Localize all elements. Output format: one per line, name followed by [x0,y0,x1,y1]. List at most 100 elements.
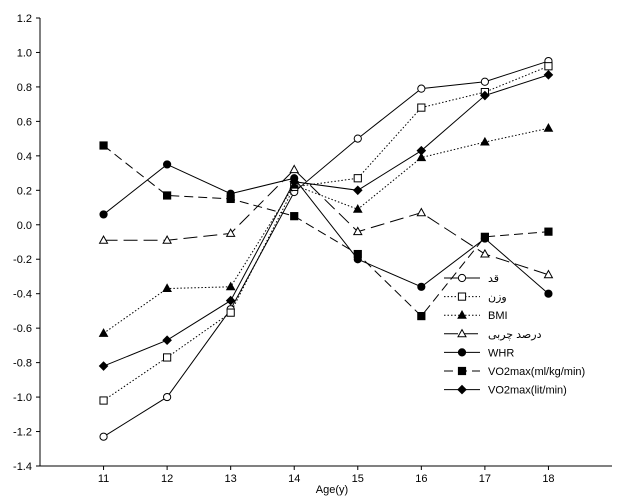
y-tick-label: -1.0 [13,392,32,404]
x-tick-label: 18 [542,473,554,485]
x-tick-label: 16 [415,473,427,485]
x-axis: 11 12 13 14 15 16 17 18 [98,466,555,485]
series-line [103,74,549,367]
legend-marker [457,384,467,395]
data-point [163,353,172,362]
data-point [543,70,554,80]
y-tick-label: 0.2 [17,185,32,197]
legend-label: قد [488,273,499,285]
legend-item: قد [444,273,499,285]
data-point [417,311,426,321]
data-point [225,281,236,291]
data-point [99,432,108,441]
data-point [543,269,554,279]
data-point [162,235,172,244]
series-7 [98,70,554,371]
legend-label: وزن [488,292,507,304]
y-tick-label: -1.2 [13,427,32,439]
data-point [162,283,172,293]
series-line [103,145,549,317]
data-point [99,210,108,219]
data-point [352,204,363,213]
data-point [480,136,490,146]
legend-item: درصد چربی [444,328,542,341]
data-point [163,392,172,402]
data-point [416,152,427,162]
data-point [163,160,172,169]
data-point [162,335,172,346]
data-point [353,134,362,143]
legend-marker [457,366,467,376]
y-tick-label: -1.4 [13,461,32,473]
y-tick-label: 0.6 [17,116,32,128]
data-point [544,289,553,298]
data-point [163,191,172,200]
data-point [480,90,490,101]
x-tick-label: 17 [479,473,491,485]
data-point [353,249,362,259]
y-tick-label: -0.4 [13,289,32,301]
data-point [480,248,490,258]
x-tick-label: 13 [225,473,237,485]
series-line [103,163,549,295]
series-line [103,127,549,334]
series-5 [99,160,553,298]
y-tick-label: 0.4 [17,151,32,163]
legend: قد وزن BMI درصد چربی WHR VO2max(ml/kg/min) VO2… [444,273,585,397]
data-point [417,282,426,291]
y-tick-label: 0.8 [17,82,32,94]
series-line [103,168,549,276]
legend-item: وزن [444,292,507,304]
series-3 [98,123,554,337]
data-point [98,235,109,244]
series-line [103,60,549,438]
y-axis: -1.4 -1.2 -1.0 -0.8 -0.6 -0.4 -0.2 0.0 0.2 0.4 0.6… [13,13,40,473]
y-tick-label: -0.8 [13,358,32,370]
legend-marker [457,273,467,283]
series-6 [99,141,553,321]
series-4 [98,164,554,279]
data-point [543,123,554,132]
x-axis-title: Age(y) [316,484,348,496]
data-point [98,328,109,337]
legend-label: VO2max(lit/min) [488,385,567,397]
data-point [352,226,363,236]
data-point [352,185,363,196]
data-point [416,207,427,217]
x-tick-label: 12 [161,473,173,485]
data-point [353,174,362,183]
legend-item: BMI [444,309,508,322]
data-point [98,361,109,371]
y-tick-label: -0.6 [13,323,32,335]
data-point [417,84,426,93]
x-tick-label: 11 [98,473,109,485]
legend-marker [457,292,467,301]
data-point [480,232,489,241]
data-point [226,194,235,204]
y-tick-label: 0.0 [17,220,32,232]
series-layer [98,56,554,441]
data-point [290,212,299,221]
legend-marker [457,348,467,357]
legend-marker [457,309,467,319]
series-1 [99,56,553,441]
x-tick-label: 15 [352,473,364,485]
data-point [99,396,108,405]
data-point [417,103,426,112]
legend-item: WHR [444,347,514,359]
data-point [289,164,300,174]
y-tick-label: -0.2 [13,254,32,266]
legend-marker [457,328,467,338]
legend-label: BMI [488,310,508,322]
legend-label: WHR [488,347,514,359]
data-point [544,227,553,236]
legend-label: VO2max(ml/kg/min) [488,366,585,378]
data-point [416,145,427,156]
legend-item: VO2max(lit/min) [444,385,567,397]
legend-item: VO2max(ml/kg/min) [444,366,585,378]
data-point [289,176,300,187]
x-tick-label: 14 [288,473,300,485]
y-tick-label: 1.0 [17,47,32,59]
data-point [99,141,108,150]
